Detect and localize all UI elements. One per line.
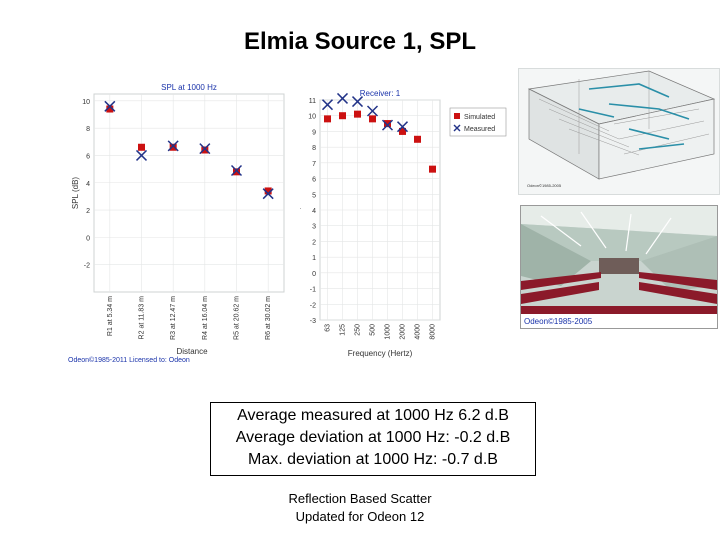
y-tick-label: -1	[310, 287, 316, 294]
y-axis-label: SPL, dB	[300, 195, 302, 224]
y-tick-label: -2	[84, 263, 90, 270]
measured-point	[366, 105, 379, 117]
y-tick-label: 4	[312, 208, 316, 215]
x-tick-label: 250	[355, 324, 362, 336]
y-tick-label: 10	[82, 99, 90, 106]
y-tick-label: 7	[312, 161, 316, 168]
x-tick-label: 63	[325, 324, 332, 332]
simulated-point	[369, 115, 376, 123]
measured-point	[199, 143, 211, 155]
y-tick-label: 6	[86, 153, 90, 160]
x-tick-label: 8000	[430, 324, 437, 340]
measured-point	[381, 119, 394, 131]
simulated-point	[354, 110, 361, 118]
measured-point	[351, 96, 364, 108]
legend-measured-marker-b	[453, 124, 461, 132]
chart-footer: Odeon©1985-2011 Licensed to: Odeon	[68, 356, 190, 364]
simulated-point	[233, 168, 240, 176]
y-tick-label: -3	[310, 318, 316, 325]
simulated-point	[169, 143, 177, 151]
y-tick-label: 4	[86, 181, 90, 188]
spl-distance-chart: -2 0 2 4 6 8 10 R1 at 5.34 m R2 at 11.83 m R3 at …	[68, 78, 290, 364]
y-tick-label: 0	[86, 235, 90, 242]
spl-distance-svg: -2 0 2 4 6 8 10 R1 at 5.34 m R2 at 11.83 m R3 at …	[68, 83, 285, 364]
footer-line-scatter: Reflection Based Scatter	[288, 491, 432, 506]
y-tick-label: 5	[312, 192, 316, 199]
x-tick-label: R3 at 12.47 m	[170, 296, 177, 340]
x-tick-label: 2000	[400, 324, 407, 340]
spl-frequency-chart: -3 -2 -1 0 1 2 3 4 5 6 7 8 9 10 11 63 125 250 500 1000 2000 4…	[293, 78, 510, 364]
legend-box	[449, 107, 507, 137]
measured-point	[396, 121, 409, 133]
x-tick-label: 500	[370, 324, 377, 336]
chart-title: Receiver: 1	[360, 89, 401, 98]
measured-point	[321, 99, 334, 111]
y-axis-label: SPL (dB)	[71, 177, 80, 209]
measured-point	[104, 100, 116, 112]
y-tick-label: 9	[312, 129, 316, 136]
measured-point	[135, 149, 148, 161]
measured-point	[230, 164, 243, 176]
simulated-point	[264, 187, 272, 195]
x-tick-label: R1 at 5.34 m	[107, 296, 114, 336]
footer-line-updated: Updated for Odeon 12	[295, 509, 425, 524]
measured-point	[167, 140, 179, 152]
hall-interior-illustration: Odeon©1985-2005	[521, 206, 717, 328]
simulated-point	[201, 146, 209, 154]
simulated-point	[324, 115, 331, 123]
y-tick-label: 10	[308, 114, 316, 121]
y-tick-label: 1	[312, 255, 316, 262]
x-tick-label: R4 at 16.04 m	[202, 296, 209, 340]
footer-notes: Reflection Based Scatter Updated for Ode…	[0, 490, 720, 526]
x-tick-label: R6 at 30.02 m	[265, 296, 272, 340]
y-tick-label: 8	[312, 145, 316, 152]
y-tick-label: 0	[312, 271, 316, 278]
simulated-point	[106, 105, 114, 113]
y-tick-label: 3	[312, 224, 316, 231]
y-tick-label: 6	[312, 177, 316, 184]
x-tick-label: R2 at 11.83 m	[139, 296, 146, 340]
simulated-point	[429, 165, 436, 173]
y-tick-label: -2	[310, 302, 316, 309]
hall-credit: Odeon©1985-2005	[524, 317, 593, 326]
legend-simulated-marker	[454, 113, 460, 119]
stat-average-measured: Average measured at 1000 Hz 6.2 d.B	[237, 407, 509, 424]
legend-entry: Measured	[464, 126, 495, 133]
stats-box: Average measured at 1000 Hz 6.2 d.B Aver…	[210, 402, 536, 476]
y-tick-label: 2	[312, 239, 316, 246]
x-tick-label: R5 at 20.62 m	[234, 296, 241, 340]
y-tick-label: 11	[309, 98, 316, 105]
x-tick-label: 125	[340, 324, 347, 336]
x-axis-label: Distance	[176, 347, 208, 356]
y-tick-label: 2	[86, 208, 90, 215]
simulated-point	[399, 127, 406, 135]
simulated-point	[138, 143, 145, 151]
measured-point	[262, 188, 274, 200]
spl-frequency-svg: -3 -2 -1 0 1 2 3 4 5 6 7 8 9 10 11 63 125 250 500 1000 2000 4…	[293, 89, 507, 358]
measured-point	[336, 92, 349, 104]
chart-title: SPL at 1000 Hz	[161, 83, 217, 92]
x-axis-label: Frequency (Hertz)	[348, 349, 413, 358]
hall-interior-render: Odeon©1985-2005	[520, 205, 718, 329]
render-credit: Odeon©1985-2005	[527, 183, 562, 188]
y-tick-label: 8	[86, 126, 90, 133]
simulated-point	[384, 120, 391, 128]
hall-wireframe-illustration: Odeon©1985-2005	[527, 70, 716, 188]
stat-max-deviation: Max. deviation at 1000 Hz: -0.7 d.B	[248, 451, 498, 468]
x-tick-label: 4000	[415, 324, 422, 340]
x-tick-label: 1000	[385, 324, 392, 340]
legend-entry: Simulated	[464, 114, 495, 121]
simulated-point	[414, 135, 421, 143]
simulated-point	[339, 112, 346, 120]
slide-title: Elmia Source 1, SPL	[243, 28, 477, 55]
stat-average-deviation: Average deviation at 1000 Hz: -0.2 d.B	[235, 429, 511, 446]
plot-frame	[93, 93, 285, 293]
hall-3d-render: Odeon©1985-2005	[518, 68, 720, 195]
